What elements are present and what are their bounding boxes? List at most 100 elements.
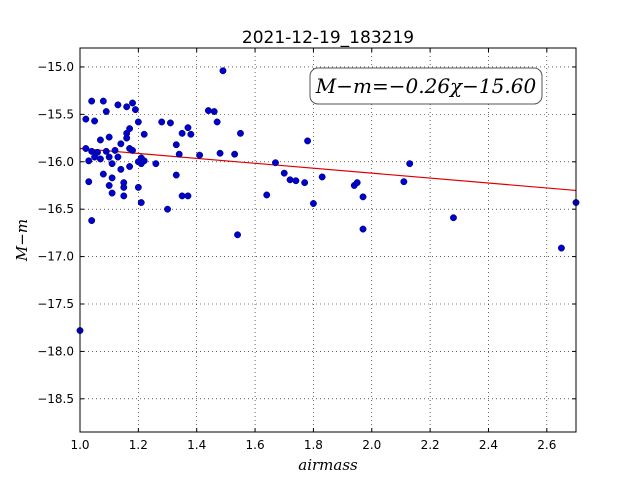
data-point xyxy=(216,149,224,157)
x-tick-label: 2.0 xyxy=(362,438,381,452)
data-point xyxy=(210,108,218,115)
data-point xyxy=(272,159,279,167)
y-tick-label: −15.5 xyxy=(37,107,74,121)
data-point xyxy=(108,174,116,182)
data-point xyxy=(178,192,186,200)
data-point xyxy=(123,103,131,111)
data-point xyxy=(105,153,113,161)
x-tick-label: 1.6 xyxy=(246,438,265,452)
data-point xyxy=(102,108,110,115)
data-point xyxy=(140,130,148,138)
data-point xyxy=(114,153,122,161)
data-point xyxy=(172,171,180,179)
data-point xyxy=(172,141,180,149)
data-point xyxy=(353,179,361,187)
data-point xyxy=(85,178,93,186)
data-point xyxy=(213,118,221,126)
data-point xyxy=(123,134,131,142)
data-point xyxy=(99,97,107,105)
data-point xyxy=(234,231,242,239)
data-point xyxy=(91,117,99,125)
data-point xyxy=(450,214,457,222)
data-point xyxy=(196,151,204,159)
data-point xyxy=(114,101,122,109)
data-point xyxy=(126,163,134,170)
fit-equation-box: M−m=−0.26χ−15.60 xyxy=(309,67,543,105)
chart-title: 2021-12-19_183219 xyxy=(242,28,414,48)
data-point xyxy=(140,157,148,165)
data-point xyxy=(108,160,116,168)
x-tick-label: 2.2 xyxy=(421,438,440,452)
data-point xyxy=(219,67,227,75)
data-point xyxy=(309,200,317,207)
data-point xyxy=(301,179,309,187)
data-point xyxy=(131,106,139,114)
data-point xyxy=(99,170,107,178)
x-tick-label: 2.4 xyxy=(479,438,498,452)
data-point xyxy=(88,97,96,105)
fit-line xyxy=(79,147,577,192)
y-tick-label: −17.0 xyxy=(37,250,74,264)
data-point xyxy=(175,150,183,158)
data-point xyxy=(102,147,110,155)
data-point xyxy=(94,148,101,156)
data-point xyxy=(178,129,186,137)
data-point xyxy=(111,146,119,154)
data-point xyxy=(231,150,239,158)
data-point xyxy=(82,115,90,123)
data-point xyxy=(292,177,300,185)
data-point xyxy=(117,165,125,173)
data-point xyxy=(280,169,288,177)
data-point xyxy=(108,189,116,197)
data-point xyxy=(187,130,195,138)
x-axis-label: airmass xyxy=(298,456,358,474)
plot-frame xyxy=(79,47,577,433)
data-point xyxy=(96,155,104,163)
x-tick-label: 1.2 xyxy=(129,438,148,452)
data-point xyxy=(557,244,565,252)
data-point xyxy=(406,160,414,168)
data-point xyxy=(164,205,171,213)
x-tick-label: 2.6 xyxy=(537,438,556,452)
y-tick-label: −18.0 xyxy=(37,344,74,358)
data-point xyxy=(400,178,408,186)
fit-line-layer xyxy=(79,147,577,192)
data-point xyxy=(263,191,271,199)
axis-ticks: 1.0 1.2 1.4 1.6 1.8 2.0 2.2 2.4 2.6 −15.0 −15.5 −16… xyxy=(37,48,576,452)
y-tick-label: −16.0 xyxy=(37,155,74,169)
data-point xyxy=(120,192,128,200)
x-tick-label: 1.8 xyxy=(304,438,323,452)
y-tick-label: −18.5 xyxy=(37,392,74,406)
data-point xyxy=(318,173,326,181)
data-point xyxy=(237,129,244,137)
data-point xyxy=(88,147,96,155)
data-point xyxy=(85,157,93,165)
y-tick-label: −17.5 xyxy=(37,297,74,311)
data-point xyxy=(134,118,142,126)
fit-equation: M−m=−0.26χ−15.60 xyxy=(315,74,537,98)
data-point xyxy=(204,107,212,115)
data-point xyxy=(152,160,160,168)
data-point xyxy=(129,99,136,107)
data-point xyxy=(184,124,192,132)
data-point xyxy=(184,192,192,200)
data-point xyxy=(359,193,367,201)
data-point xyxy=(126,125,134,133)
data-point xyxy=(105,182,113,189)
data-point xyxy=(96,136,104,144)
data-points-layer xyxy=(76,67,580,334)
data-point xyxy=(158,118,166,126)
data-point xyxy=(134,183,142,191)
data-point xyxy=(129,146,136,154)
data-point xyxy=(105,133,113,141)
y-axis-label: M−m xyxy=(13,219,31,262)
y-tick-label: −15.0 xyxy=(37,60,74,74)
data-point xyxy=(166,119,174,127)
data-point xyxy=(286,176,294,184)
grid-lines xyxy=(80,48,576,432)
y-tick-label: −16.5 xyxy=(37,202,74,216)
data-point xyxy=(82,145,90,152)
data-point xyxy=(120,183,128,191)
x-tick-label: 1.4 xyxy=(187,438,206,452)
